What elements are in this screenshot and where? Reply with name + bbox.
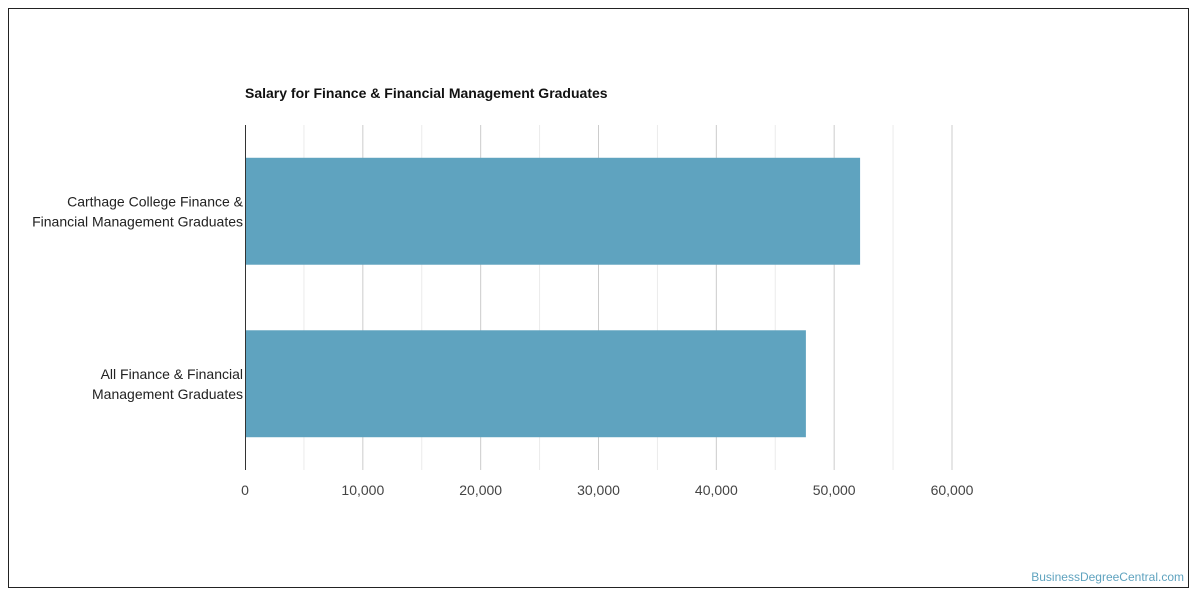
x-tick-label: 0 [241, 482, 249, 498]
bar [245, 330, 806, 437]
x-tick-label: 10,000 [341, 482, 384, 498]
category-labels: Carthage College Finance & Financial Mana… [32, 193, 244, 402]
x-tick-label: 60,000 [931, 482, 974, 498]
x-tick-label: 50,000 [813, 482, 856, 498]
category-label: Carthage College Finance & Financial Mana… [32, 193, 244, 229]
category-label: All Finance & Financial Management Gradua… [92, 366, 243, 402]
x-tick-label: 20,000 [459, 482, 502, 498]
category-label-line: All Finance & Financial [101, 366, 243, 382]
x-tick-label: 40,000 [695, 482, 738, 498]
category-label-line: Carthage College Finance & [67, 193, 244, 209]
category-label-line: Financial Management Graduates [32, 213, 243, 229]
source-credit-link[interactable]: BusinessDegreeCentral.com [1031, 570, 1184, 584]
category-label-line: Management Graduates [92, 386, 243, 402]
x-tick-label: 30,000 [577, 482, 620, 498]
x-tick-labels: 0 10,000 20,000 30,000 40,000 50,000 60,000 [241, 482, 974, 498]
bar [245, 158, 860, 265]
bars [245, 158, 860, 437]
